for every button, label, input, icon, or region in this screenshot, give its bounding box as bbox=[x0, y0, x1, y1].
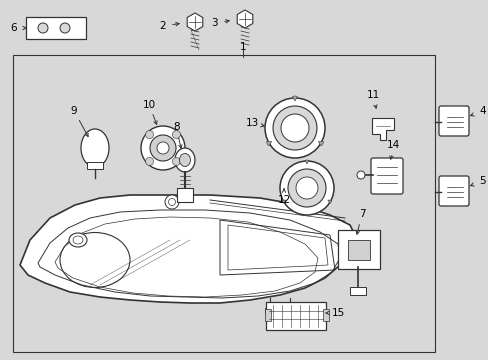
Circle shape bbox=[141, 126, 184, 170]
Text: 8: 8 bbox=[172, 122, 179, 132]
Bar bbox=[264, 308, 276, 314]
Bar bbox=[347, 240, 369, 260]
Circle shape bbox=[281, 114, 308, 142]
Wedge shape bbox=[305, 160, 308, 164]
Bar bbox=[13, 55, 434, 352]
Circle shape bbox=[38, 23, 48, 33]
Circle shape bbox=[172, 157, 180, 166]
Text: 4: 4 bbox=[478, 106, 485, 116]
Circle shape bbox=[60, 23, 70, 33]
Circle shape bbox=[150, 135, 176, 161]
Wedge shape bbox=[318, 141, 323, 146]
Text: 2: 2 bbox=[159, 21, 165, 31]
Text: 14: 14 bbox=[386, 140, 399, 150]
Ellipse shape bbox=[175, 148, 195, 172]
Wedge shape bbox=[292, 96, 297, 101]
FancyBboxPatch shape bbox=[370, 158, 402, 194]
Circle shape bbox=[172, 131, 180, 139]
Text: 7: 7 bbox=[358, 209, 365, 219]
Bar bbox=[285, 308, 296, 314]
Bar bbox=[323, 309, 328, 321]
Wedge shape bbox=[282, 200, 285, 203]
FancyBboxPatch shape bbox=[337, 230, 379, 269]
Ellipse shape bbox=[179, 153, 190, 166]
Ellipse shape bbox=[81, 129, 109, 167]
FancyBboxPatch shape bbox=[265, 302, 325, 330]
Bar bbox=[349, 287, 365, 295]
Circle shape bbox=[164, 195, 179, 209]
Bar bbox=[177, 188, 193, 202]
Circle shape bbox=[145, 157, 153, 166]
Circle shape bbox=[280, 161, 333, 215]
Text: 1: 1 bbox=[239, 42, 246, 52]
FancyBboxPatch shape bbox=[26, 17, 86, 39]
Text: 12: 12 bbox=[277, 195, 290, 205]
Circle shape bbox=[272, 106, 316, 150]
Wedge shape bbox=[266, 141, 271, 146]
Text: 9: 9 bbox=[71, 106, 77, 116]
Ellipse shape bbox=[69, 233, 87, 247]
Text: 13: 13 bbox=[245, 118, 258, 128]
Polygon shape bbox=[20, 195, 354, 303]
Text: 11: 11 bbox=[366, 90, 379, 100]
Text: 10: 10 bbox=[142, 99, 156, 109]
Wedge shape bbox=[327, 200, 331, 203]
Text: 5: 5 bbox=[478, 176, 485, 186]
FancyBboxPatch shape bbox=[438, 176, 468, 206]
Circle shape bbox=[264, 98, 325, 158]
Text: 15: 15 bbox=[331, 308, 344, 318]
FancyBboxPatch shape bbox=[438, 106, 468, 136]
Circle shape bbox=[295, 177, 317, 199]
Circle shape bbox=[287, 169, 325, 207]
Circle shape bbox=[356, 171, 364, 179]
Bar bbox=[87, 162, 103, 169]
Polygon shape bbox=[371, 118, 393, 140]
Text: 6: 6 bbox=[11, 23, 17, 33]
Circle shape bbox=[145, 131, 153, 139]
Text: 3: 3 bbox=[210, 18, 217, 28]
Circle shape bbox=[157, 142, 169, 154]
Bar bbox=[264, 309, 270, 321]
